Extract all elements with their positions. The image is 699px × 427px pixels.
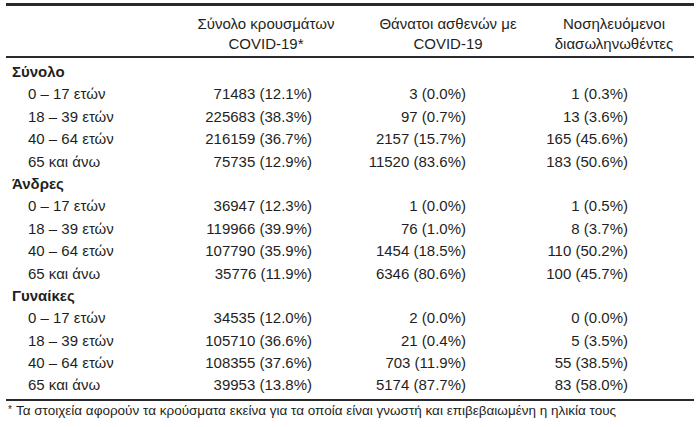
deaths-value: 6346 (80.6%) [320, 263, 474, 285]
footnote: *Τα στοιχεία αφορούν τα κρούσματα εκείνα… [8, 402, 696, 420]
age-label: 40 – 64 ετών [8, 352, 166, 374]
cases-value: 216159 (36.7%) [166, 128, 320, 150]
cases-value: 39953 (13.8%) [166, 374, 320, 396]
intubated-value: 165 (45.6%) [474, 128, 636, 150]
column-header-intubated-line2: διασωληνωθέντες [504, 34, 699, 54]
cases-value: 36947 (12.3%) [166, 195, 320, 217]
table-row: 40 – 64 ετών216159 (36.7%)2157 (15.7%)16… [8, 128, 692, 150]
deaths-value: 5174 (87.7%) [320, 374, 474, 396]
table-row: 0 – 17 ετών34535 (12.0%)2 (0.0%)0 (0.0%) [8, 307, 692, 329]
age-label: 40 – 64 ετών [8, 128, 166, 150]
age-label: 65 και άνω [8, 374, 166, 396]
table-row: 18 – 39 ετών105710 (36.6%)21 (0.4%)5 (3.… [8, 330, 692, 352]
top-rule [6, 3, 694, 6]
deaths-value: 76 (1.0%) [320, 218, 474, 240]
deaths-value: 3 (0.0%) [320, 83, 474, 105]
table-row: 65 και άνω39953 (13.8%)5174 (87.7%)83 (5… [8, 374, 692, 396]
table-row: 40 – 64 ετών108355 (37.6%)703 (11.9%)55 … [8, 352, 692, 374]
section-label: Σύνολο [8, 61, 166, 83]
deaths-value: 2157 (15.7%) [320, 128, 474, 150]
cases-value: 34535 (12.0%) [166, 307, 320, 329]
table-row: 18 – 39 ετών225683 (38.3%)97 (0.7%)13 (3… [8, 106, 692, 128]
table-row: 0 – 17 ετών36947 (12.3%)1 (0.0%)1 (0.5%) [8, 195, 692, 217]
intubated-value: 0 (0.0%) [474, 307, 636, 329]
section-label: Άνδρες [8, 173, 166, 195]
deaths-value: 97 (0.7%) [320, 106, 474, 128]
intubated-value: 55 (38.5%) [474, 352, 636, 374]
intubated-value: 110 (50.2%) [474, 240, 636, 262]
table-row: 0 – 17 ετών71483 (12.1%)3 (0.0%)1 (0.3%) [8, 83, 692, 105]
cases-value: 107790 (35.9%) [166, 240, 320, 262]
table-body: Σύνολο0 – 17 ετών71483 (12.1%)3 (0.0%)1 … [8, 61, 692, 397]
covid-age-sex-table: Σύνολο κρουσμάτων COVID-19* Θάνατοι ασθε… [0, 0, 699, 427]
table-row: 18 – 39 ετών119966 (39.9%)76 (1.0%)8 (3.… [8, 218, 692, 240]
column-header-intubated: Νοσηλευόμενοι διασωληνωθέντες [504, 14, 699, 54]
age-label: 18 – 39 ετών [8, 218, 166, 240]
cases-value: 119966 (39.9%) [166, 218, 320, 240]
cases-value: 71483 (12.1%) [166, 83, 320, 105]
cases-value: 225683 (38.3%) [166, 106, 320, 128]
table-row: 40 – 64 ετών107790 (35.9%)1454 (18.5%)11… [8, 240, 692, 262]
section-header-row: Άνδρες [8, 173, 692, 195]
intubated-value: 83 (58.0%) [474, 374, 636, 396]
cases-value: 35776 (11.9%) [166, 263, 320, 285]
deaths-value: 1 (0.0%) [320, 195, 474, 217]
deaths-value: 21 (0.4%) [320, 330, 474, 352]
intubated-value: 1 (0.3%) [474, 83, 636, 105]
age-label: 0 – 17 ετών [8, 83, 166, 105]
intubated-value: 100 (45.7%) [474, 263, 636, 285]
age-label: 40 – 64 ετών [8, 240, 166, 262]
intubated-value: 5 (3.5%) [474, 330, 636, 352]
age-label: 65 και άνω [8, 263, 166, 285]
column-header-intubated-line1: Νοσηλευόμενοι [504, 14, 699, 34]
section-label: Γυναίκες [8, 285, 166, 307]
table-row: 65 και άνω35776 (11.9%)6346 (80.6%)100 (… [8, 263, 692, 285]
cases-value: 108355 (37.6%) [166, 352, 320, 374]
intubated-value: 8 (3.7%) [474, 218, 636, 240]
header-divider-rule [6, 56, 694, 58]
age-label: 0 – 17 ετών [8, 307, 166, 329]
age-label: 65 και άνω [8, 151, 166, 173]
footnote-text: Τα στοιχεία αφορούν τα κρούσματα εκείνα … [16, 403, 616, 418]
footnote-asterisk: * [8, 404, 16, 415]
age-label: 0 – 17 ετών [8, 195, 166, 217]
intubated-value: 183 (50.6%) [474, 151, 636, 173]
deaths-value: 2 (0.0%) [320, 307, 474, 329]
cases-value: 75735 (12.9%) [166, 151, 320, 173]
footnote-divider-rule [6, 399, 694, 401]
age-label: 18 – 39 ετών [8, 106, 166, 128]
deaths-value: 1454 (18.5%) [320, 240, 474, 262]
deaths-value: 703 (11.9%) [320, 352, 474, 374]
intubated-value: 13 (3.6%) [474, 106, 636, 128]
section-header-row: Γυναίκες [8, 285, 692, 307]
deaths-value: 11520 (83.6%) [320, 151, 474, 173]
age-label: 18 – 39 ετών [8, 330, 166, 352]
table-row: 65 και άνω75735 (12.9%)11520 (83.6%)183 … [8, 151, 692, 173]
cases-value: 105710 (36.6%) [166, 330, 320, 352]
intubated-value: 1 (0.5%) [474, 195, 636, 217]
section-header-row: Σύνολο [8, 61, 692, 83]
